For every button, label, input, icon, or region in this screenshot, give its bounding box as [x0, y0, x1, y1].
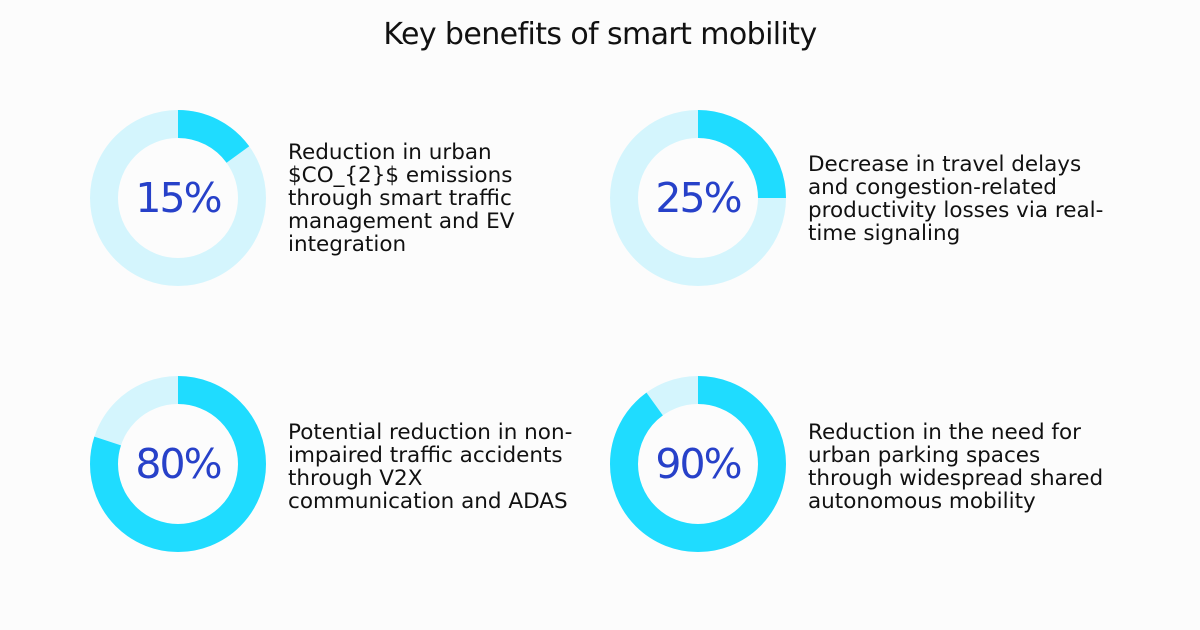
donut-svg — [90, 110, 266, 286]
benefit-description: Decrease in travel delays and congestion… — [808, 152, 1104, 246]
benefit-card: 15% Reduction in urban $CO_{2}$ emission… — [90, 110, 650, 286]
donut-chart: 15% — [90, 110, 266, 286]
donut-svg — [610, 376, 786, 552]
benefit-card: 25% Decrease in travel delays and conges… — [610, 110, 1170, 286]
benefit-card: 80% Potential reduction in non- impaired… — [90, 376, 650, 552]
donut-chart: 25% — [610, 110, 786, 286]
ring-value-arc — [610, 110, 786, 286]
donut-svg — [610, 110, 786, 286]
benefit-description: Reduction in urban $CO_{2}$ emissions th… — [288, 140, 515, 257]
benefit-description: Reduction in the need for urban parking … — [808, 420, 1104, 514]
ring-value-arc — [90, 110, 266, 286]
ring-value-arc — [610, 376, 786, 552]
percent-label: 15% — [135, 174, 222, 222]
benefit-card: 90% Reduction in the need for urban park… — [610, 376, 1170, 552]
donut-svg — [90, 376, 266, 552]
page-title: Key benefits of smart mobility — [383, 17, 817, 52]
percent-label: 25% — [655, 174, 742, 222]
donut-chart: 80% — [90, 376, 266, 552]
benefit-description: Potential reduction in non- impaired tra… — [288, 420, 573, 514]
percent-label: 80% — [135, 440, 222, 488]
percent-label: 90% — [655, 440, 742, 488]
ring-value-arc — [90, 376, 266, 552]
donut-chart: 90% — [610, 376, 786, 552]
